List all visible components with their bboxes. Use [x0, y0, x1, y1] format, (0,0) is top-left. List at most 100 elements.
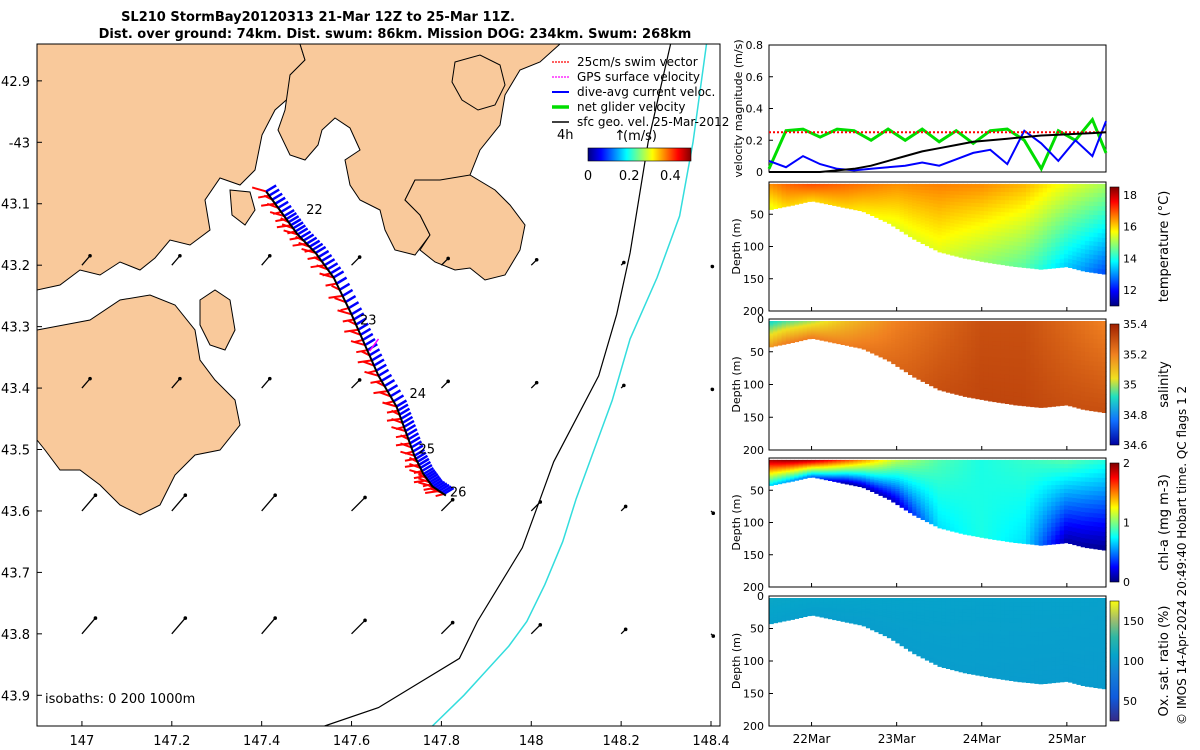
- heatmap-cell: [777, 341, 783, 344]
- heatmap-cell: [1030, 468, 1035, 474]
- heatmap-cell: [941, 338, 947, 343]
- heatmap-cell: [828, 327, 833, 329]
- heatmap-cell: [874, 480, 880, 483]
- heatmap-cell: [1080, 321, 1086, 326]
- heatmap-cell: [937, 365, 943, 370]
- heatmap-cell: [1042, 351, 1048, 356]
- heatmap-cell: [886, 489, 892, 492]
- heatmap-y-tick-label: 150: [743, 273, 764, 286]
- heatmap-cell: [920, 339, 926, 343]
- swim-vector: [418, 477, 430, 484]
- heatmap-cell: [908, 507, 913, 511]
- sfc-vector-arrow: [351, 256, 361, 266]
- heatmap-cell: [781, 462, 787, 464]
- heatmap-cell: [811, 336, 816, 339]
- swim-vector: [391, 417, 403, 424]
- heatmap-cell: [773, 335, 778, 338]
- heatmap-cell: [769, 466, 774, 469]
- heatmap-cell: [811, 326, 816, 328]
- heatmap-cell: [992, 515, 998, 521]
- heatmap-cell: [962, 243, 968, 248]
- heatmap-cell: [828, 469, 833, 471]
- heatmap-cell: [1038, 205, 1044, 211]
- heatmap-cell: [853, 483, 859, 485]
- heatmap-cell: [836, 191, 842, 194]
- heatmap-cell: [967, 255, 972, 260]
- heatmap-cell: [840, 193, 846, 195]
- title-line-1: SL210 StormBay20120313 21-Mar 12Z to 25-…: [121, 10, 515, 25]
- heatmap-cell: [1034, 368, 1040, 374]
- heatmap-cell: [870, 190, 875, 193]
- heatmap-cell: [908, 470, 913, 474]
- heatmap-cell: [1042, 333, 1048, 339]
- heatmap-cell: [865, 461, 871, 464]
- heatmap-cell: [886, 332, 892, 336]
- heatmap-cell: [802, 324, 808, 327]
- heatmap-cell: [790, 193, 795, 196]
- heatmap-cell: [870, 348, 875, 351]
- heatmap-cell: [1047, 464, 1052, 469]
- heatmap-cell: [916, 218, 922, 222]
- heatmap-cell: [1055, 464, 1061, 469]
- heatmap-cell: [1080, 192, 1086, 198]
- heatmap-cell: [777, 481, 783, 483]
- heatmap-cell: [988, 242, 993, 248]
- heatmap-cell: [1017, 254, 1023, 260]
- heatmap-cell: [815, 464, 821, 466]
- heatmap-cell: [811, 462, 816, 464]
- heatmap-cell: [1004, 391, 1010, 396]
- heatmap-cell: [958, 253, 964, 258]
- heatmap-cell: [1026, 389, 1031, 394]
- heatmap-cell: [861, 473, 867, 476]
- heatmap-cell: [806, 322, 812, 325]
- heatmap-cell: [819, 338, 825, 340]
- heatmap-cell: [1000, 188, 1006, 193]
- heatmap-cell: [1051, 355, 1056, 360]
- heatmap-cell: [912, 462, 917, 467]
- heatmap-cell: [1034, 222, 1040, 227]
- heatmap-cell: [849, 333, 854, 336]
- heatmap-cell: [1093, 268, 1099, 274]
- heatmap-cell: [1068, 350, 1073, 356]
- heatmap-cell: [840, 462, 846, 464]
- heatmap-cell: [802, 199, 808, 201]
- heatmap-cell: [996, 227, 1002, 233]
- heatmap-cell: [996, 215, 1002, 221]
- heatmap-cell: [840, 328, 846, 330]
- heatmap-cell: [1034, 385, 1040, 391]
- heatmap-cell: [849, 479, 854, 482]
- heatmap-cell: [912, 371, 917, 375]
- heatmap-cell: [1047, 350, 1052, 356]
- heatmap-cell: [962, 500, 968, 505]
- heatmap-cell: [967, 516, 972, 521]
- heatmap-cell: [929, 203, 934, 207]
- heatmap-cell: [1068, 464, 1073, 469]
- heatmap-cell: [1026, 527, 1031, 532]
- heatmap-cell: [811, 193, 816, 195]
- heatmap-cell: [945, 473, 951, 478]
- heatmap-cell: [895, 226, 901, 230]
- heatmap-cell: [933, 479, 939, 484]
- heatmap-cell: [954, 375, 960, 381]
- heatmap-cell: [878, 463, 884, 466]
- heatmap-cell: [815, 201, 821, 203]
- heatmap-cell: [865, 488, 871, 491]
- heatmap-cell: [996, 511, 1002, 517]
- heatmap-cell: [844, 183, 850, 186]
- heatmap-cell: [912, 203, 917, 207]
- heatmap-cell: [777, 470, 783, 473]
- heatmap-cell: [924, 472, 930, 476]
- heatmap-cell: [1080, 400, 1086, 406]
- heatmap-cell: [828, 339, 833, 342]
- heatmap-cell: [777, 336, 783, 339]
- sfc-vector-head: [363, 618, 367, 623]
- heatmap-cell: [844, 333, 850, 335]
- heatmap-cell: [1021, 234, 1027, 239]
- heatmap-cell: [882, 321, 888, 324]
- heatmap-cell: [1017, 384, 1023, 389]
- heatmap-cell: [777, 469, 783, 472]
- heatmap-cell: [954, 379, 960, 384]
- heatmap-cell: [1068, 485, 1073, 490]
- heatmap-cell: [983, 187, 989, 193]
- heatmap-cell: [1063, 221, 1069, 226]
